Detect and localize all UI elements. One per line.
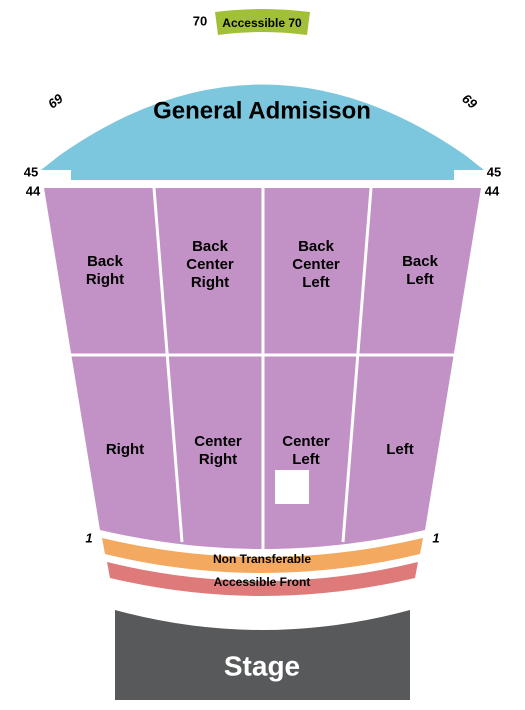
accessible-front-label: Accessible Front (214, 575, 311, 589)
bcr-l2: Center (186, 256, 234, 273)
row-label-69-right: 69 (459, 91, 480, 112)
section-back-left[interactable]: Back Left (402, 253, 439, 288)
back-right-l2: Right (86, 271, 124, 288)
section-left[interactable]: Left (386, 441, 414, 458)
bcr-l3: Right (191, 274, 229, 291)
bcl-l2: Center (292, 256, 340, 273)
cl-l2: Left (292, 451, 320, 468)
accessible-70-section[interactable]: Accessible 70 (215, 9, 310, 35)
cr-l2: Right (199, 451, 237, 468)
stage: Stage (115, 610, 410, 700)
sound-booth (275, 470, 309, 504)
row-label-1-left: 1 (85, 530, 92, 545)
general-admission-label: General Admisison (153, 97, 371, 124)
back-left-l1: Back (402, 253, 439, 270)
row-label-45-left: 45 (24, 164, 38, 179)
row-label-44-right: 44 (485, 183, 500, 198)
section-center-right[interactable]: Center Right (194, 433, 242, 468)
row-label-1-right: 1 (432, 530, 439, 545)
section-right[interactable]: Right (106, 441, 144, 458)
non-transferable-label: Non Transferable (213, 552, 311, 566)
cr-l1: Center (194, 433, 242, 450)
left-l1: Left (386, 441, 414, 458)
bcl-l1: Back (298, 238, 335, 255)
bcr-l1: Back (192, 238, 229, 255)
row-label-45-right: 45 (487, 164, 501, 179)
cl-l1: Center (282, 433, 330, 450)
bcl-l3: Left (302, 274, 330, 291)
section-back-right[interactable]: Back Right (86, 253, 124, 288)
back-left-l2: Left (406, 271, 434, 288)
section-back-center-right[interactable]: Back Center Right (186, 238, 234, 291)
row-label-70: 70 (193, 13, 207, 28)
back-right-l1: Back (87, 253, 124, 270)
right-l1: Right (106, 441, 144, 458)
stage-label: Stage (224, 650, 300, 681)
general-admission-section[interactable]: General Admisison (41, 85, 484, 181)
row-label-69-left: 69 (45, 90, 66, 111)
row-label-44-left: 44 (26, 183, 41, 198)
accessible-70-label: Accessible 70 (222, 16, 302, 30)
